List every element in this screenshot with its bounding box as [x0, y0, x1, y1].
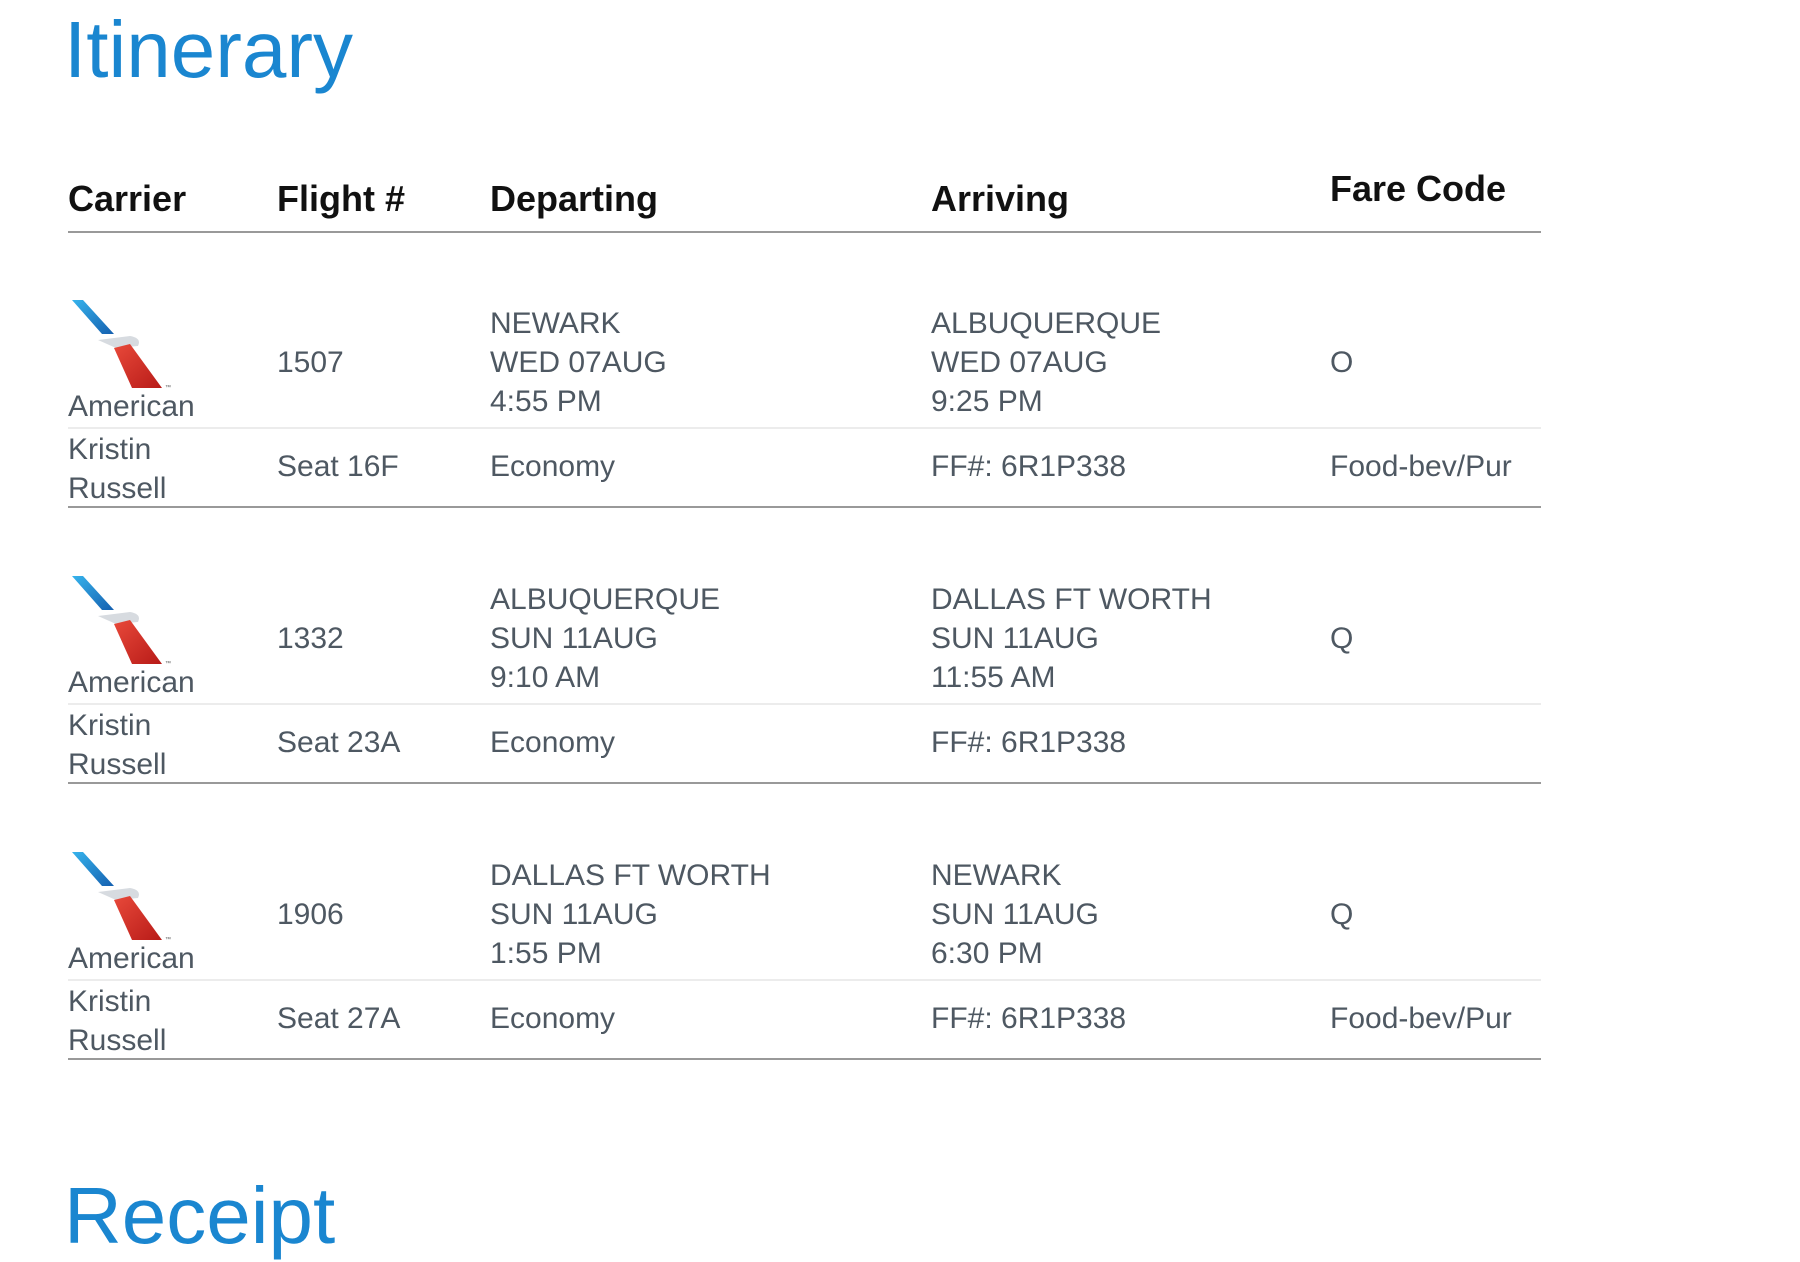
svg-text:™: ™ — [165, 660, 171, 666]
arrival-date: SUN 11AUG — [931, 898, 1099, 931]
departure-info: ALBUQUERQUE SUN 11AUG 9:10 AM — [490, 580, 720, 697]
departure-time: 4:55 PM — [490, 385, 602, 418]
frequent-flyer-number: FF#: 6R1P338 — [931, 726, 1127, 759]
passenger-first-name: Kristin — [68, 985, 152, 1018]
passenger-first-name: Kristin — [68, 433, 152, 466]
arrival-date: SUN 11AUG — [931, 622, 1099, 655]
carrier-name: American — [68, 666, 195, 699]
meal-service: Food-bev/Pur — [1330, 1002, 1512, 1035]
svg-text:™: ™ — [165, 384, 171, 390]
table-header: Carrier Flight # Departing Arriving Fare… — [0, 0, 1800, 232]
flight-segment: ™ American 1906 DALLAS FT WORTH SUN 11AU… — [0, 784, 1800, 1060]
passenger-name: Kristin Russell — [68, 706, 166, 784]
arrival-time: 6:30 PM — [931, 937, 1043, 970]
arrival-info: DALLAS FT WORTH SUN 11AUG 11:55 AM — [931, 580, 1212, 697]
passenger-last-name: Russell — [68, 1024, 167, 1057]
departure-date: SUN 11AUG — [490, 898, 658, 931]
column-header-fare-code: Fare Code — [1330, 168, 1507, 209]
american-airlines-tail-icon: ™ — [72, 576, 171, 666]
column-header-flight: Flight # — [277, 178, 405, 219]
fare-code: Q — [1330, 622, 1354, 655]
seat: Seat 16F — [277, 450, 399, 483]
fare-code: Q — [1330, 898, 1354, 931]
column-header-arriving: Arriving — [931, 178, 1070, 219]
arrival-city: DALLAS FT WORTH — [931, 583, 1212, 616]
seat: Seat 23A — [277, 726, 401, 759]
passenger-first-name: Kristin — [68, 709, 152, 742]
american-airlines-tail-icon: ™ — [72, 852, 171, 942]
arrival-date: WED 07AUG — [931, 346, 1108, 379]
passenger-name: Kristin Russell — [68, 982, 166, 1060]
departure-time: 1:55 PM — [490, 937, 602, 970]
passenger-last-name: Russell — [68, 748, 167, 781]
passenger-name: Kristin Russell — [68, 430, 166, 508]
flight-segment: ™ American 1332 ALBUQUERQUE SUN 11AUG 9:… — [0, 508, 1800, 784]
cabin-class: Economy — [490, 1002, 616, 1035]
departure-city: DALLAS FT WORTH — [490, 859, 771, 892]
fare-code: O — [1330, 346, 1354, 379]
row-divider — [68, 703, 1541, 705]
page-title: Itinerary — [64, 5, 353, 94]
flight-segment: ™ American 1507 NEWARK WED 07AUG 4:55 PM… — [0, 232, 1800, 508]
departure-info: NEWARK WED 07AUG 4:55 PM — [490, 304, 667, 421]
frequent-flyer-number: FF#: 6R1P338 — [931, 450, 1127, 483]
column-header-departing: Departing — [490, 178, 659, 219]
departure-info: DALLAS FT WORTH SUN 11AUG 1:55 PM — [490, 856, 771, 973]
passenger-last-name: Russell — [68, 472, 167, 505]
frequent-flyer-number: FF#: 6R1P338 — [931, 1002, 1127, 1035]
departure-city: NEWARK — [490, 307, 621, 340]
arrival-time: 9:25 PM — [931, 385, 1043, 418]
arrival-city: ALBUQUERQUE — [931, 307, 1162, 340]
meal-service: Food-bev/Pur — [1330, 450, 1512, 483]
departure-city: ALBUQUERQUE — [490, 583, 721, 616]
svg-text:™: ™ — [165, 936, 171, 942]
seat: Seat 27A — [277, 1002, 401, 1035]
departure-date: WED 07AUG — [490, 346, 667, 379]
segment-divider — [68, 506, 1541, 508]
carrier-name: American — [68, 942, 195, 975]
segment-divider — [68, 782, 1541, 784]
departure-date: SUN 11AUG — [490, 622, 658, 655]
flight-number: 1332 — [277, 622, 344, 655]
carrier-name: American — [68, 390, 195, 423]
departure-time: 9:10 AM — [490, 661, 601, 694]
arrival-time: 11:55 AM — [931, 661, 1056, 694]
flight-number: 1507 — [277, 346, 344, 379]
cabin-class: Economy — [490, 726, 616, 759]
row-divider — [68, 979, 1541, 981]
flight-number: 1906 — [277, 898, 344, 931]
column-header-carrier: Carrier — [68, 178, 187, 219]
arrival-info: ALBUQUERQUE WED 07AUG 9:25 PM — [931, 304, 1161, 421]
segment-divider — [68, 1058, 1541, 1060]
row-divider — [68, 427, 1541, 429]
receipt-section-title: Receipt — [64, 1171, 336, 1260]
arrival-city: NEWARK — [931, 859, 1062, 892]
american-airlines-tail-icon: ™ — [72, 300, 171, 390]
header-divider — [68, 231, 1541, 233]
cabin-class: Economy — [490, 450, 616, 483]
arrival-info: NEWARK SUN 11AUG 6:30 PM — [931, 856, 1099, 973]
